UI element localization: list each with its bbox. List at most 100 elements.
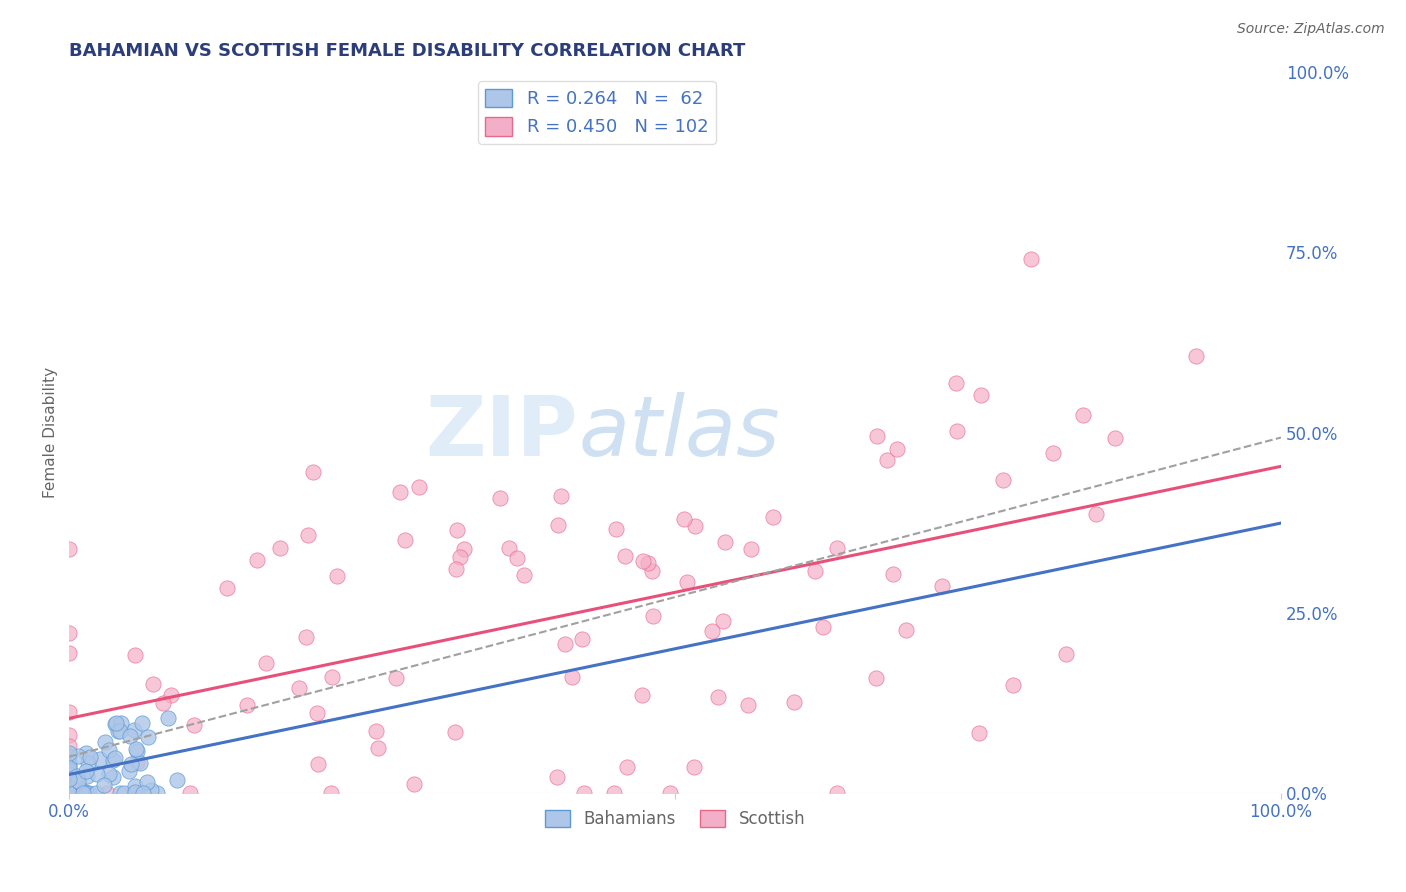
Point (104, 717, 127, 731)
Point (246, 553, 269, 567)
Point (571, 632, 593, 647)
Point (882, 567, 904, 582)
Point (683, 760, 706, 774)
Point (1071, 408, 1094, 422)
Point (58, 748, 80, 763)
Point (58, 786, 80, 800)
Point (98, 743, 121, 757)
Point (118, 764, 141, 778)
Point (103, 753, 125, 767)
Point (446, 523, 468, 537)
Point (640, 564, 662, 578)
Point (683, 519, 706, 533)
Point (700, 624, 723, 639)
Point (166, 773, 188, 788)
Point (254, 657, 277, 671)
Point (58, 739, 80, 753)
Point (886, 442, 908, 457)
Point (58, 786, 80, 800)
Point (294, 630, 316, 644)
Point (605, 522, 627, 536)
Point (141, 782, 163, 797)
Point (183, 717, 205, 731)
Point (75, 747, 97, 761)
Point (803, 565, 825, 579)
Point (1104, 431, 1126, 445)
Point (122, 723, 145, 737)
Point (637, 556, 659, 570)
Text: atlas: atlas (578, 392, 780, 473)
Point (402, 777, 425, 791)
Point (124, 648, 146, 663)
Point (449, 550, 471, 565)
Point (67, 773, 90, 788)
Point (707, 690, 730, 705)
Point (104, 751, 127, 765)
Point (866, 429, 889, 443)
Point (321, 670, 343, 684)
Point (142, 676, 165, 690)
Point (894, 623, 917, 637)
Point (124, 785, 146, 799)
Point (572, 786, 595, 800)
Point (1001, 678, 1024, 692)
Point (79, 750, 101, 764)
Text: BAHAMIAN VS SCOTTISH FEMALE DISABILITY CORRELATION CHART: BAHAMIAN VS SCOTTISH FEMALE DISABILITY C… (69, 42, 745, 60)
Y-axis label: Female Disability: Female Disability (44, 367, 58, 498)
Point (931, 579, 953, 593)
Point (58, 772, 80, 786)
Point (58, 646, 80, 660)
Point (98, 766, 121, 780)
Point (288, 681, 311, 695)
Point (125, 742, 148, 756)
Point (58, 763, 80, 777)
Point (614, 549, 637, 564)
Point (630, 689, 652, 703)
Point (498, 541, 520, 555)
Point (66, 749, 89, 764)
Point (125, 743, 148, 757)
Point (76, 769, 98, 783)
Point (72, 784, 94, 798)
Point (108, 786, 131, 800)
Point (58, 758, 80, 772)
Text: ZIP: ZIP (426, 392, 578, 473)
Point (58, 786, 80, 800)
Point (72, 786, 94, 800)
Point (367, 741, 389, 756)
Point (488, 491, 510, 505)
Point (547, 518, 569, 533)
Point (561, 669, 583, 683)
Point (105, 716, 128, 731)
Point (546, 770, 568, 784)
Point (1042, 446, 1064, 460)
Point (58, 786, 80, 800)
Point (58, 764, 80, 779)
Point (969, 725, 991, 739)
Point (76, 756, 98, 771)
Point (136, 730, 159, 744)
Point (307, 706, 329, 720)
Point (107, 723, 129, 738)
Point (811, 619, 834, 633)
Point (75, 786, 97, 800)
Point (145, 786, 167, 800)
Point (108, 724, 131, 739)
Point (96, 786, 118, 800)
Point (86, 767, 108, 781)
Point (319, 786, 342, 800)
Point (76, 786, 98, 800)
Point (112, 786, 135, 800)
Point (783, 696, 806, 710)
Point (58, 541, 80, 556)
Point (75, 786, 97, 800)
Point (297, 528, 319, 542)
Point (217, 582, 239, 596)
Point (58, 755, 80, 769)
Point (131, 716, 153, 731)
Point (307, 757, 329, 772)
Point (156, 711, 179, 725)
Point (946, 425, 969, 439)
Point (269, 541, 291, 555)
Point (135, 775, 157, 789)
